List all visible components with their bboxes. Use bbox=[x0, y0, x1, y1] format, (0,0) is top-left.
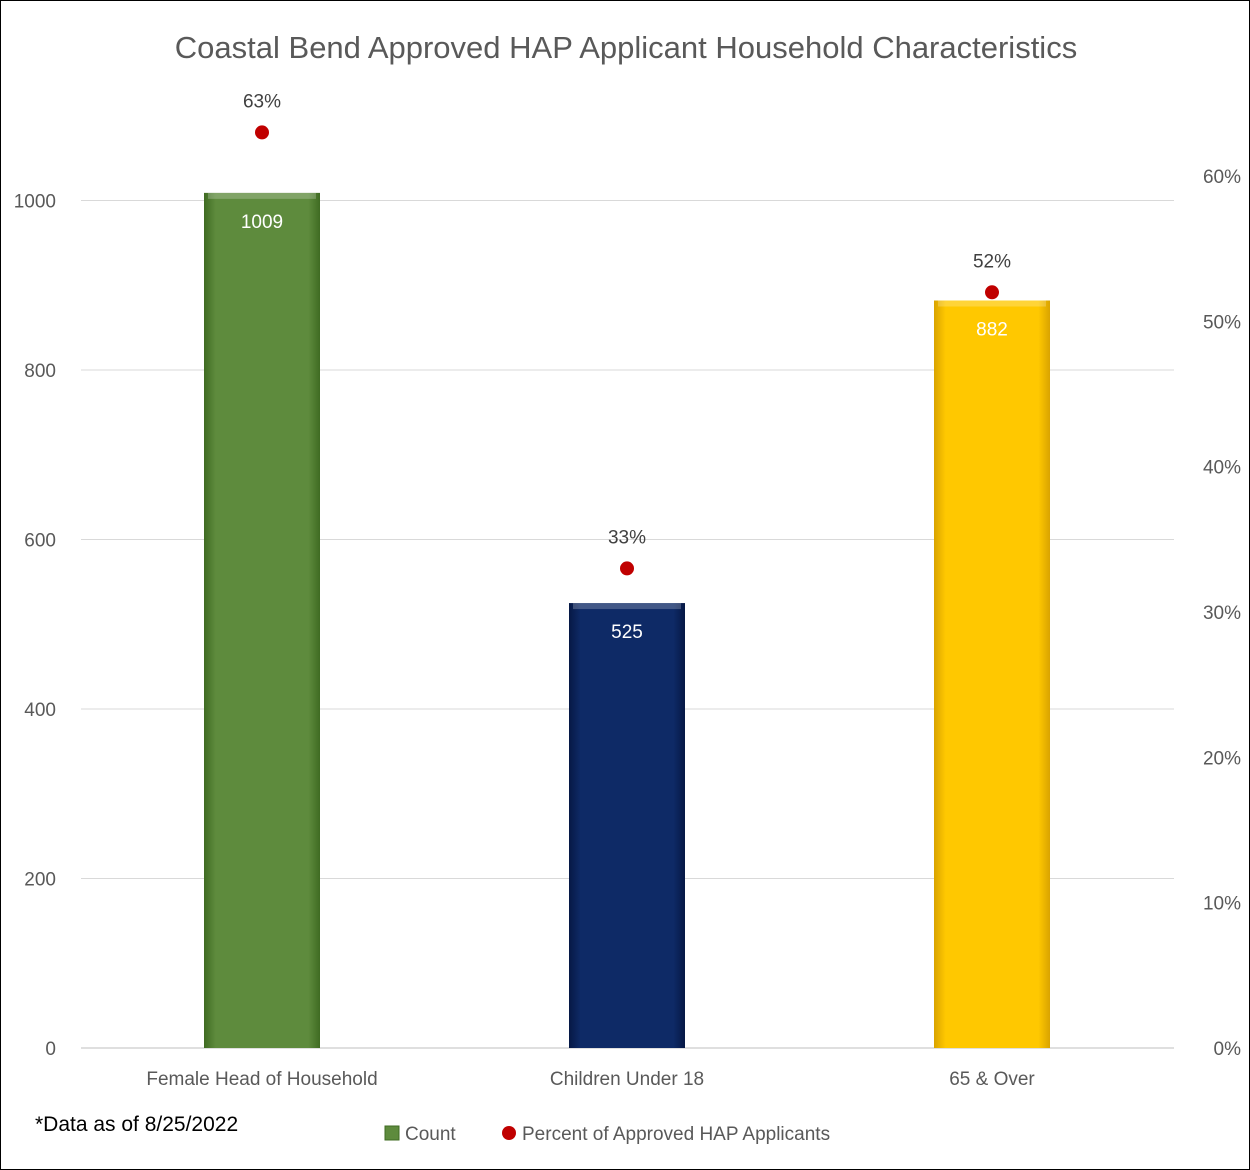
bar-value-label: 882 bbox=[976, 320, 1008, 341]
percent-label: 33% bbox=[608, 527, 646, 548]
percent-label: 52% bbox=[973, 251, 1011, 272]
bar-bevel bbox=[208, 192, 316, 199]
bar-bevel bbox=[573, 603, 681, 610]
bar bbox=[569, 603, 685, 1048]
right-tick-label: 60% bbox=[1203, 167, 1241, 188]
right-tick-label: 0% bbox=[1214, 1039, 1242, 1060]
percent-point bbox=[620, 561, 634, 576]
category-label: 65 & Over bbox=[949, 1069, 1035, 1090]
chart-title: Coastal Bend Approved HAP Applicant Hous… bbox=[175, 30, 1077, 65]
right-tick-label: 30% bbox=[1203, 603, 1241, 624]
percent-label: 63% bbox=[243, 91, 281, 112]
bar-value-label: 525 bbox=[611, 622, 643, 643]
bar-series: 1009 525 882 bbox=[204, 192, 1050, 1048]
category-label: Children Under 18 bbox=[550, 1069, 704, 1090]
percent-point bbox=[255, 125, 269, 140]
bar-value-label: 1009 bbox=[241, 212, 283, 233]
category-axis: Female Head of Household Children Under 1… bbox=[146, 1069, 1035, 1090]
data-note: *Data as of 8/25/2022 bbox=[35, 1113, 238, 1136]
legend-count-swatch bbox=[384, 1125, 400, 1141]
right-tick-label: 40% bbox=[1203, 458, 1241, 479]
legend-count-label: Count bbox=[405, 1124, 456, 1145]
legend: Count Percent of Approved HAP Applicants bbox=[384, 1124, 830, 1145]
left-tick-label: 800 bbox=[24, 361, 56, 382]
right-axis: 0% 10% 20% 30% 40% 50% 60% bbox=[1203, 167, 1241, 1060]
left-tick-label: 400 bbox=[24, 700, 56, 721]
percent-point bbox=[985, 285, 999, 300]
point-series: 63% 33% 52% bbox=[243, 91, 1011, 576]
left-tick-label: 200 bbox=[24, 870, 56, 891]
left-tick-label: 1000 bbox=[14, 192, 56, 213]
category-label: Female Head of Household bbox=[146, 1069, 377, 1090]
left-tick-label: 600 bbox=[24, 531, 56, 552]
right-tick-label: 10% bbox=[1203, 894, 1241, 915]
left-tick-label: 0 bbox=[45, 1039, 56, 1060]
legend-percent-label: Percent of Approved HAP Applicants bbox=[522, 1124, 830, 1145]
left-axis: 0 200 400 600 800 1000 bbox=[14, 192, 56, 1061]
bar bbox=[204, 192, 320, 1048]
bar-bevel bbox=[938, 300, 1046, 307]
legend-percent-marker bbox=[502, 1126, 516, 1140]
bar bbox=[934, 300, 1050, 1048]
right-tick-label: 50% bbox=[1203, 312, 1241, 333]
right-tick-label: 20% bbox=[1203, 748, 1241, 769]
